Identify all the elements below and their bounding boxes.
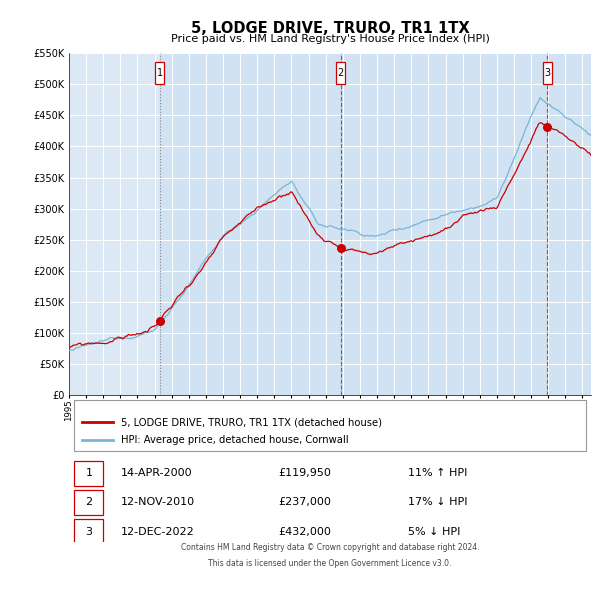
FancyBboxPatch shape [74,461,103,486]
Text: Price paid vs. HM Land Registry's House Price Index (HPI): Price paid vs. HM Land Registry's House … [170,34,490,44]
Text: 5, LODGE DRIVE, TRURO, TR1 1TX (detached house): 5, LODGE DRIVE, TRURO, TR1 1TX (detached… [121,418,382,427]
FancyBboxPatch shape [74,519,103,544]
Text: 12-NOV-2010: 12-NOV-2010 [121,497,196,507]
FancyBboxPatch shape [74,399,586,451]
Text: 2: 2 [85,497,92,507]
Text: 2: 2 [337,68,344,78]
Text: 3: 3 [544,68,550,78]
Text: 17% ↓ HPI: 17% ↓ HPI [409,497,468,507]
Text: 12-DEC-2022: 12-DEC-2022 [121,527,195,537]
FancyBboxPatch shape [336,62,346,84]
FancyBboxPatch shape [74,490,103,515]
Bar [547,53,591,395]
Text: Contains HM Land Registry data © Crown copyright and database right 2024.: Contains HM Land Registry data © Crown c… [181,543,479,552]
FancyBboxPatch shape [542,62,552,84]
Text: £119,950: £119,950 [278,468,331,478]
FancyBboxPatch shape [155,62,164,84]
Text: 14-APR-2000: 14-APR-2000 [121,468,193,478]
Bar [341,53,547,395]
Text: £237,000: £237,000 [278,497,331,507]
Bar [160,53,341,395]
Text: HPI: Average price, detached house, Cornwall: HPI: Average price, detached house, Corn… [121,435,349,445]
Text: 5, LODGE DRIVE, TRURO, TR1 1TX: 5, LODGE DRIVE, TRURO, TR1 1TX [191,21,469,35]
Text: This data is licensed under the Open Government Licence v3.0.: This data is licensed under the Open Gov… [208,559,452,568]
Text: 3: 3 [85,527,92,537]
Text: £432,000: £432,000 [278,527,331,537]
Text: 1: 1 [85,468,92,478]
Text: 5% ↓ HPI: 5% ↓ HPI [409,527,461,537]
Text: 1: 1 [157,68,163,78]
Text: 11% ↑ HPI: 11% ↑ HPI [409,468,467,478]
